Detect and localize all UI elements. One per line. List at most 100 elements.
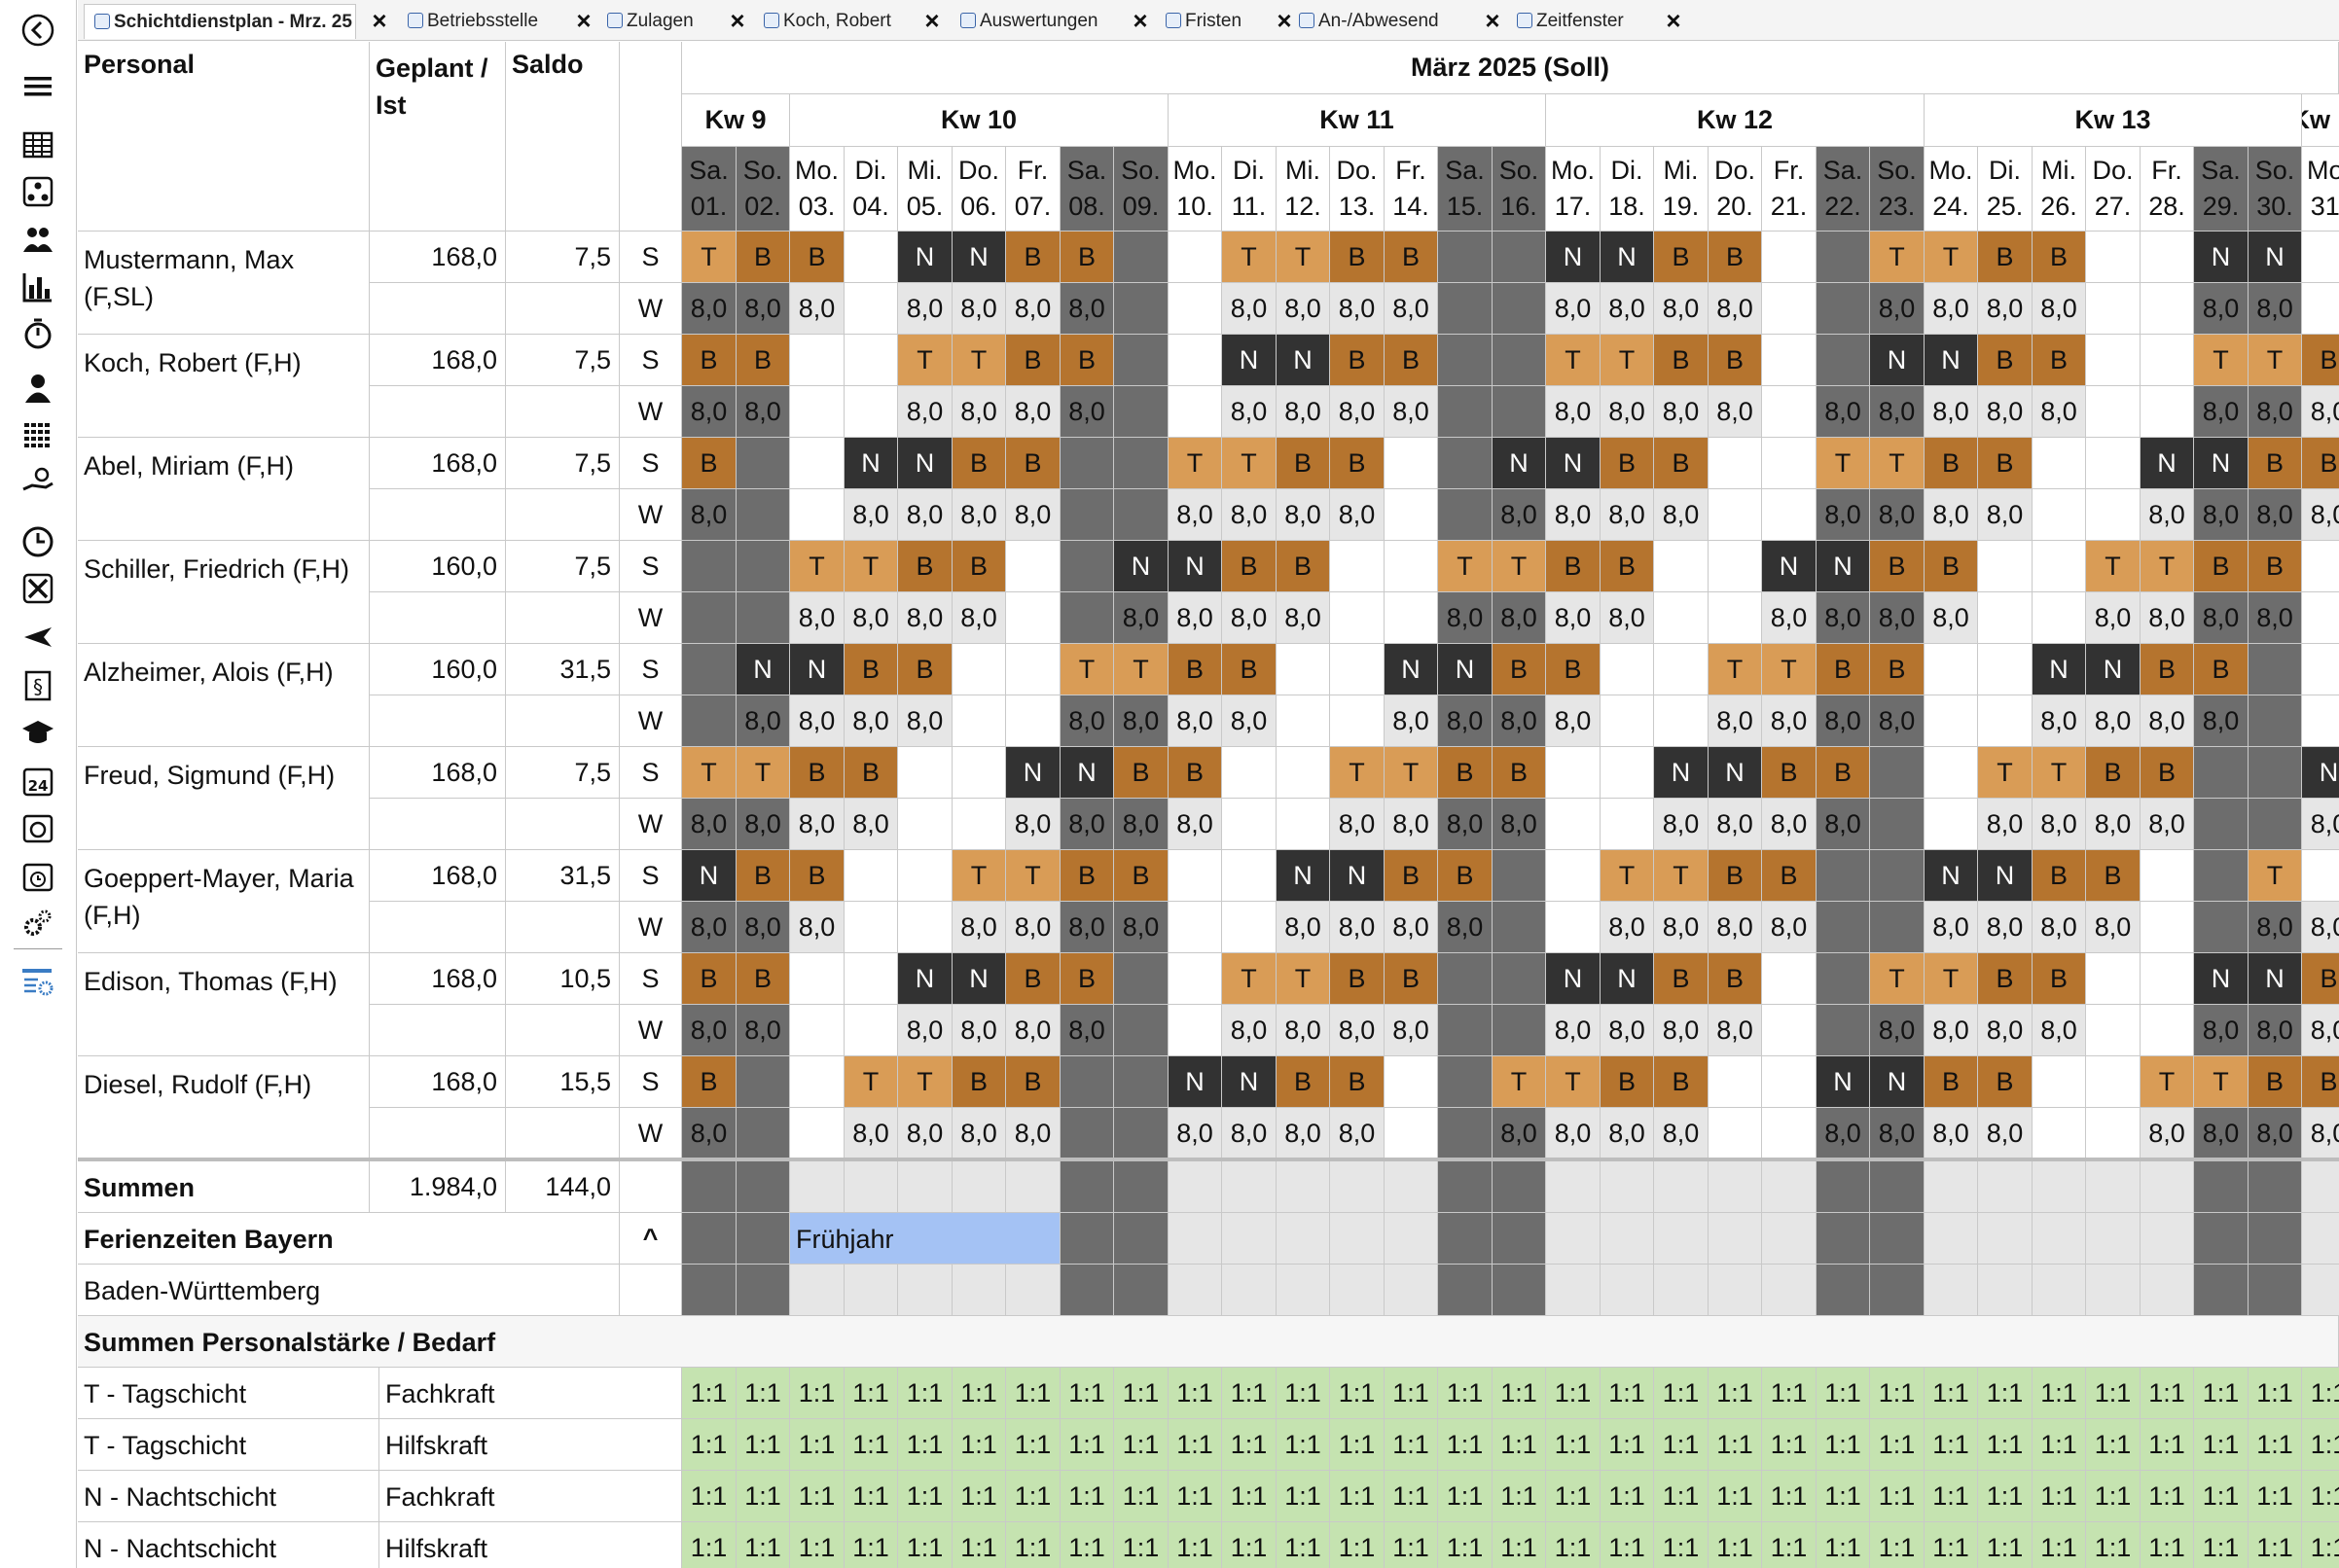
work-hours-cell[interactable] bbox=[898, 799, 953, 850]
work-hours-cell[interactable]: 8,0 bbox=[1385, 386, 1438, 438]
shift-cell[interactable]: B bbox=[953, 541, 1006, 592]
shift-cell[interactable]: N bbox=[898, 232, 953, 283]
shift-cell[interactable]: N bbox=[1546, 232, 1601, 283]
work-hours-cell[interactable] bbox=[682, 592, 737, 644]
shift-cell[interactable] bbox=[2086, 1056, 2141, 1108]
work-hours-cell[interactable] bbox=[1169, 1005, 1222, 1056]
work-hours-cell[interactable] bbox=[1762, 1005, 1817, 1056]
tab-zulagen[interactable]: Zulagen bbox=[597, 4, 719, 39]
work-hours-cell[interactable]: 8,0 bbox=[2141, 799, 2194, 850]
work-hours-cell[interactable]: 8,0 bbox=[1978, 283, 2033, 335]
shift-cell[interactable]: N bbox=[845, 438, 898, 489]
work-hours-cell[interactable]: 8,0 bbox=[1925, 1108, 1978, 1159]
work-hours-cell[interactable] bbox=[1114, 283, 1169, 335]
shift-cell[interactable]: B bbox=[2033, 953, 2086, 1005]
shift-cell[interactable] bbox=[953, 644, 1006, 695]
work-hours-cell[interactable]: 8,0 bbox=[1222, 386, 1277, 438]
shift-cell[interactable] bbox=[790, 335, 845, 386]
shift-cell[interactable]: N bbox=[1601, 232, 1654, 283]
work-hours-cell[interactable]: 8,0 bbox=[1169, 695, 1222, 747]
shift-cell[interactable]: T bbox=[953, 850, 1006, 902]
shift-cell[interactable]: T bbox=[2194, 335, 2249, 386]
work-hours-cell[interactable]: 8,0 bbox=[1493, 592, 1546, 644]
work-hours-cell[interactable] bbox=[1169, 386, 1222, 438]
work-hours-cell[interactable] bbox=[2033, 1108, 2086, 1159]
work-hours-cell[interactable]: 8,0 bbox=[1114, 799, 1169, 850]
work-hours-cell[interactable]: 8,0 bbox=[845, 489, 898, 541]
work-hours-cell[interactable]: 8,0 bbox=[1169, 489, 1222, 541]
shift-cell[interactable]: N bbox=[2249, 953, 2302, 1005]
shift-cell[interactable]: N bbox=[1654, 747, 1709, 799]
shift-cell[interactable]: B bbox=[1709, 232, 1762, 283]
shift-cell[interactable]: B bbox=[1817, 644, 1870, 695]
shift-cell[interactable]: T bbox=[2033, 747, 2086, 799]
work-hours-cell[interactable]: 8,0 bbox=[953, 1108, 1006, 1159]
work-hours-cell[interactable]: 8,0 bbox=[2249, 902, 2302, 953]
shift-cell[interactable] bbox=[1762, 335, 1817, 386]
shift-cell[interactable] bbox=[2141, 850, 2194, 902]
shift-cell[interactable]: B bbox=[790, 747, 845, 799]
work-hours-cell[interactable] bbox=[790, 386, 845, 438]
shift-cell[interactable]: B bbox=[1114, 747, 1169, 799]
work-hours-cell[interactable] bbox=[2086, 489, 2141, 541]
work-hours-cell[interactable]: 8,0 bbox=[1870, 489, 1925, 541]
shift-cell[interactable]: B bbox=[1385, 335, 1438, 386]
shift-cell[interactable]: T bbox=[2141, 1056, 2194, 1108]
work-hours-cell[interactable]: 8,0 bbox=[2194, 1005, 2249, 1056]
work-hours-cell[interactable] bbox=[1277, 695, 1330, 747]
work-hours-cell[interactable]: 8,0 bbox=[1925, 386, 1978, 438]
work-hours-cell[interactable] bbox=[1438, 489, 1493, 541]
shift-cell[interactable]: B bbox=[2141, 644, 2194, 695]
work-hours-cell[interactable]: 8,0 bbox=[1330, 799, 1385, 850]
shift-cell[interactable]: T bbox=[953, 335, 1006, 386]
shift-cell[interactable]: T bbox=[1385, 747, 1438, 799]
work-hours-cell[interactable]: 8,0 bbox=[737, 902, 790, 953]
work-hours-cell[interactable]: 8,0 bbox=[1978, 489, 2033, 541]
shift-cell[interactable] bbox=[2141, 953, 2194, 1005]
work-hours-cell[interactable] bbox=[737, 1108, 790, 1159]
work-hours-cell[interactable]: 8,0 bbox=[2302, 1005, 2339, 1056]
shift-cell[interactable]: T bbox=[1438, 541, 1493, 592]
shift-cell[interactable] bbox=[1762, 1056, 1817, 1108]
employee-name[interactable]: Schiller, Friedrich (F,H) bbox=[78, 541, 370, 644]
shift-cell[interactable]: B bbox=[682, 438, 737, 489]
shift-cell[interactable]: T bbox=[898, 1056, 953, 1108]
employee-name[interactable]: Alzheimer, Alois (F,H) bbox=[78, 644, 370, 747]
work-hours-cell[interactable]: 8,0 bbox=[898, 1108, 953, 1159]
shift-cell[interactable]: B bbox=[1493, 747, 1546, 799]
shift-cell[interactable] bbox=[1438, 953, 1493, 1005]
work-hours-cell[interactable]: 8,0 bbox=[1654, 1108, 1709, 1159]
shift-cell[interactable]: B bbox=[1709, 850, 1762, 902]
work-hours-cell[interactable] bbox=[1438, 283, 1493, 335]
work-hours-cell[interactable] bbox=[1438, 386, 1493, 438]
work-hours-cell[interactable] bbox=[1762, 1108, 1817, 1159]
shift-cell[interactable] bbox=[1601, 747, 1654, 799]
shift-cell[interactable]: B bbox=[1006, 438, 1061, 489]
work-hours-cell[interactable] bbox=[845, 283, 898, 335]
shift-cell[interactable]: N bbox=[1493, 438, 1546, 489]
shift-cell[interactable]: T bbox=[1870, 438, 1925, 489]
person-icon[interactable] bbox=[18, 368, 58, 409]
work-hours-cell[interactable] bbox=[1870, 902, 1925, 953]
shift-cell[interactable] bbox=[1061, 1056, 1114, 1108]
shift-cell[interactable]: B bbox=[1438, 747, 1493, 799]
shift-cell[interactable]: N bbox=[1006, 747, 1061, 799]
work-hours-cell[interactable]: 8,0 bbox=[682, 902, 737, 953]
work-hours-cell[interactable]: 8,0 bbox=[1006, 386, 1061, 438]
shift-cell[interactable]: B bbox=[2033, 232, 2086, 283]
shift-cell[interactable] bbox=[1817, 335, 1870, 386]
work-hours-cell[interactable] bbox=[1385, 1108, 1438, 1159]
work-hours-cell[interactable]: 8,0 bbox=[1870, 695, 1925, 747]
employee-name[interactable]: Goeppert-Mayer, Maria (F,H) bbox=[78, 850, 370, 953]
work-hours-cell[interactable] bbox=[1222, 799, 1277, 850]
shift-cell[interactable] bbox=[790, 438, 845, 489]
shift-cell[interactable]: T bbox=[682, 232, 737, 283]
shift-cell[interactable]: B bbox=[2302, 438, 2339, 489]
shift-cell[interactable]: B bbox=[1061, 335, 1114, 386]
work-hours-cell[interactable]: 8,0 bbox=[953, 283, 1006, 335]
shift-cell[interactable]: T bbox=[2249, 850, 2302, 902]
shift-cell[interactable]: N bbox=[1061, 747, 1114, 799]
work-hours-cell[interactable]: 8,0 bbox=[2194, 386, 2249, 438]
work-hours-cell[interactable]: 8,0 bbox=[1061, 386, 1114, 438]
work-hours-cell[interactable] bbox=[1114, 489, 1169, 541]
